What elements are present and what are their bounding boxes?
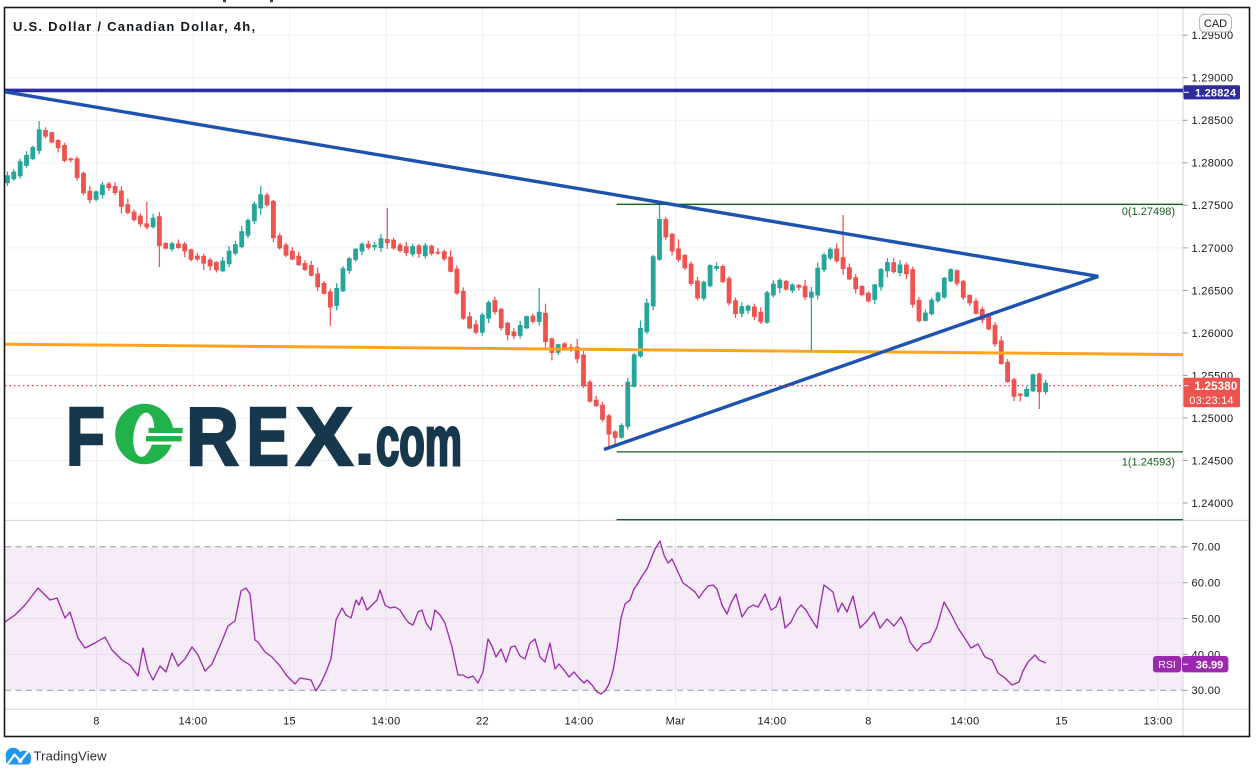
svg-text:14:00: 14:00 [564, 716, 593, 728]
svg-text:1.29000: 1.29000 [1192, 73, 1234, 85]
svg-text:1.26500: 1.26500 [1192, 285, 1234, 297]
svg-text:30.00: 30.00 [1192, 685, 1221, 697]
svg-text:50.00: 50.00 [1192, 614, 1221, 626]
svg-text:03:23:14: 03:23:14 [1189, 395, 1233, 407]
svg-text:22: 22 [476, 716, 489, 728]
svg-text:RSI: RSI [1158, 659, 1176, 671]
svg-text:0(1.27498): 0(1.27498) [1122, 206, 1175, 218]
svg-text:X: X [296, 391, 353, 483]
svg-text:com: com [376, 402, 462, 480]
svg-text:1.25000: 1.25000 [1192, 413, 1234, 425]
svg-text:70.00: 70.00 [1192, 542, 1221, 554]
svg-text:1.27000: 1.27000 [1192, 243, 1234, 255]
svg-text:1.26000: 1.26000 [1192, 328, 1234, 340]
svg-text:F: F [66, 391, 105, 483]
svg-text:14:00: 14:00 [757, 716, 786, 728]
svg-text:1.29500: 1.29500 [1192, 30, 1234, 42]
svg-text:E: E [247, 391, 290, 483]
svg-text:1.25380: 1.25380 [1195, 381, 1238, 393]
svg-text:15: 15 [1055, 716, 1068, 728]
svg-text:1.24500: 1.24500 [1192, 455, 1234, 467]
svg-text:1.24000: 1.24000 [1192, 498, 1234, 510]
svg-text:14:00: 14:00 [178, 716, 207, 728]
svg-text:15: 15 [283, 716, 296, 728]
svg-text:13:00: 13:00 [1143, 716, 1172, 728]
svg-text:CAD: CAD [1204, 18, 1227, 30]
svg-text:R: R [186, 391, 239, 483]
svg-text:8: 8 [865, 716, 871, 728]
svg-text:TradingView: TradingView [34, 749, 108, 764]
svg-text:Mar: Mar [666, 716, 686, 728]
svg-text:U.S. Dollar / Canadian Dollar,: U.S. Dollar / Canadian Dollar, 4h, [13, 19, 256, 34]
svg-text:1(1.24593): 1(1.24593) [1122, 457, 1175, 469]
svg-text:14:00: 14:00 [371, 716, 400, 728]
svg-text:1.28500: 1.28500 [1192, 115, 1234, 127]
svg-text:60.00: 60.00 [1192, 578, 1221, 590]
svg-text:1.27500: 1.27500 [1192, 200, 1234, 212]
svg-text:1.28824: 1.28824 [1195, 87, 1237, 99]
svg-text:1.28000: 1.28000 [1192, 158, 1234, 170]
svg-text:36.99: 36.99 [1196, 659, 1224, 671]
svg-text:8: 8 [93, 716, 99, 728]
svg-text:14:00: 14:00 [950, 716, 979, 728]
